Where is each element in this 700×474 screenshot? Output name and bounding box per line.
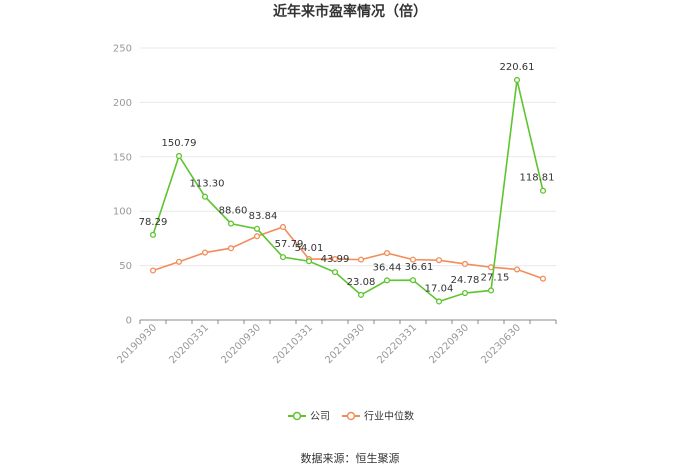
industry-point [331,256,339,263]
x-tick-label: 20200930 [219,322,263,366]
company-point [331,269,339,276]
legend-swatch-marker [292,411,302,421]
company-point [435,298,443,305]
legend[interactable]: 公司 行业中位数 [288,410,414,423]
industry-point [409,256,417,263]
company-point [305,258,313,265]
series-industry [149,223,547,282]
chart-title: 近年来市盈率情况（倍） [273,3,427,20]
data-label: 150.79 [162,138,197,149]
company-point [357,291,365,298]
y-tick-label: 0 [126,316,132,327]
company-point [539,187,547,194]
industry-point [513,266,521,273]
y-tick-label: 150 [113,152,132,163]
company-point [383,277,391,284]
industry-line [152,226,544,280]
data-label: 17.04 [425,283,454,294]
data-label: 54.01 [295,243,324,254]
data-label: 36.44 [373,262,402,273]
x-tick-label: 20230630 [479,322,523,366]
company-point [409,277,417,284]
company-line [152,79,544,303]
data-label: 220.61 [500,62,535,73]
data-label: 88.60 [219,206,248,217]
legend-label: 公司 [310,412,330,423]
company-point [175,152,183,159]
data-label: 36.61 [405,262,434,273]
company-point [461,289,469,297]
company-point [201,193,209,200]
industry-point [149,267,157,274]
industry-point [487,264,495,271]
data-labels: 78.29 150.79 113.30 88.60 83.84 57.7954.0143.… [139,62,555,294]
industry-point [279,223,287,231]
company-point [253,225,261,232]
data-label: 83.84 [249,211,278,222]
x-tick-label: 20220331 [375,322,419,366]
company-point [149,231,157,238]
legend-swatch-marker [346,411,356,421]
data-label: 78.29 [139,217,168,228]
data-label: 118.81 [520,173,555,184]
legend-item-company[interactable]: 公司 [288,412,330,423]
industry-point [227,245,235,252]
legend-label: 行业中位数 [364,410,414,423]
data-label: 57.79 [275,239,304,250]
y-axis: 0 50 100 150 200 250 [113,44,132,327]
x-axis: 20190930 20200331 20200930 20210331 20210930… [115,319,557,366]
data-source: 数据来源：恒生聚源 [301,451,400,465]
company-point [513,76,521,84]
industry-point [461,260,469,268]
series-company [149,76,547,305]
industry-point [435,257,443,264]
company-point [279,254,287,261]
grid-lines [140,47,556,267]
y-tick-label: 100 [113,207,132,218]
data-label: 43.99 [321,254,350,265]
industry-point [175,258,183,265]
industry-point [383,250,391,257]
x-tick-label: 20210930 [323,322,367,366]
x-tick-label: 20220930 [427,322,471,366]
industry-point [539,275,547,282]
y-tick-label: 50 [119,261,132,272]
y-tick-label: 250 [113,44,132,55]
company-point [227,220,235,227]
x-tick-label: 20210331 [271,322,315,366]
industry-point [253,233,261,240]
company-point [487,287,495,294]
data-label: 113.30 [190,179,225,190]
data-label: 23.08 [347,277,376,288]
legend-item-industry[interactable]: 行业中位数 [342,410,414,423]
x-tick-label: 20190930 [115,322,159,366]
x-tick-label: 20200331 [167,322,211,366]
industry-point [357,256,365,263]
y-tick-label: 200 [113,98,132,109]
industry-point [201,249,209,256]
data-label: 24.78 [451,275,480,286]
data-label: 27.15 [481,272,510,283]
